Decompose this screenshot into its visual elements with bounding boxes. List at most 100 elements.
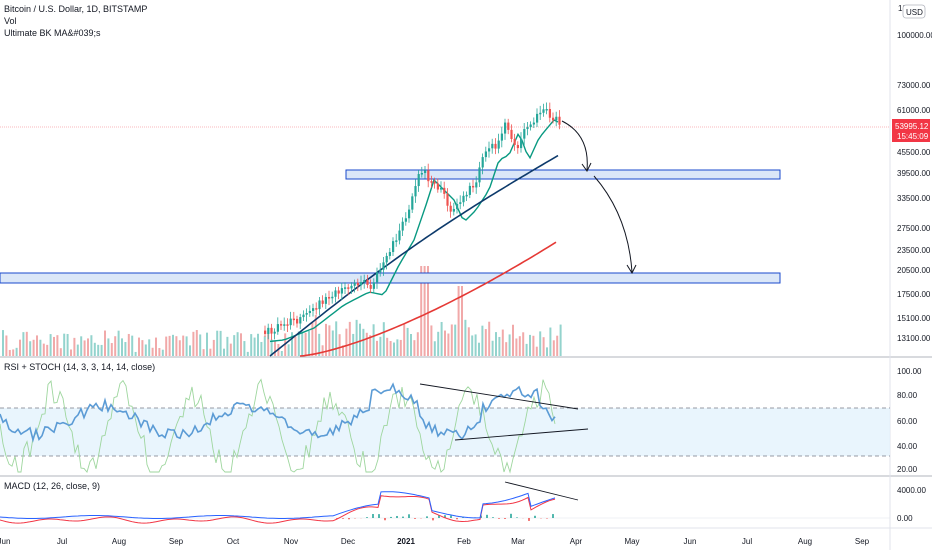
candle-body [299,317,302,324]
candle-body [424,170,427,174]
candle-body [478,167,481,183]
candle-body [379,269,382,273]
rsi-axis-label: 60.00 [897,417,918,426]
volume-bar [199,334,202,356]
candle-body [305,313,308,315]
candle-body [436,183,439,190]
volume-bar [478,342,480,356]
volume-bar [110,343,113,356]
price-axis[interactable]: 100000.00 73000.00 61000.00 45500.00 39500.0… [897,31,932,343]
time-axis-label: Feb [457,537,471,546]
volume-bar [182,335,185,356]
volume-bar [233,335,236,356]
macd-histogram-bar [384,518,386,521]
volume-bar [379,336,382,356]
volume-bar [240,333,242,356]
candle-body [286,324,289,326]
volume-bar [127,333,130,356]
volume-bar [539,331,542,356]
price-axis-label: 100000.00 [897,31,932,40]
ma-fast-line [269,119,559,343]
candle-body [529,124,532,128]
candle-body [398,230,401,241]
volume-bar [423,266,426,356]
macd-histogram-bar [366,517,368,518]
volume-bar [501,329,504,356]
rsi-axis[interactable]: 100.00 80.00 60.00 40.00 20.00 [897,367,922,474]
volume-bar [59,348,62,356]
candle-body [334,290,337,297]
macd-histogram-bar [408,514,410,518]
volume-bar [104,330,106,356]
macd-histogram-bar [438,515,440,518]
candle-body [372,282,375,289]
macd-histogram-bar [504,518,506,519]
stoch-line [0,378,556,474]
volume-bar [219,330,222,356]
support-zone-upper [345,169,781,180]
volume-bar [382,322,385,356]
volume-bar [403,323,406,356]
volume-bar [161,349,164,356]
projection-arrow-2 [593,175,633,273]
volume-bar [22,332,25,356]
candle-body [465,194,468,197]
candle-body [388,252,391,256]
macd-lines [0,481,890,524]
volume-bar [243,341,246,356]
last-price-tag [892,119,930,142]
last-price-countdown: 15:45:09 [897,132,929,141]
candle-body [382,262,385,270]
macd-trendline [504,481,579,501]
candle-body [312,308,315,311]
candle-body [350,285,353,289]
volume-bar [556,335,559,356]
macd-signal-line [0,495,556,524]
candle-body [510,129,513,139]
candle-body [267,327,270,334]
candle-body [558,116,561,125]
volume-bar [546,347,548,356]
price-axis-label: 39500.00 [897,169,931,178]
price-axis-label: 15100.00 [897,314,931,323]
volume-bar [376,340,378,356]
candle-body [363,279,366,283]
volume-bar [144,344,147,356]
time-axis-label: Aug [798,537,812,546]
volume-bar [189,345,191,356]
candle-body [273,331,276,334]
volume-bar [83,340,86,356]
volume-bar [505,342,508,356]
volume-bar [141,340,144,356]
volume-bar [464,319,467,356]
volume-bar [250,334,253,356]
candle-body [340,288,343,294]
macd-histogram-bar [492,517,494,518]
volume-bar [325,323,327,356]
support-zones[interactable] [0,169,781,284]
candle-body [321,300,324,304]
volume-bar [202,349,205,356]
currency-badge[interactable] [902,4,926,19]
time-axis[interactable]: Jun Jul Aug Sep Oct Nov Dec 2021 Feb Mar Apr May Jun… [0,537,870,546]
projection-arrowhead-1 [581,162,592,172]
volume-bar [304,332,307,356]
candle-body [401,221,404,231]
macd-title: MACD (12, 26, close, 9) [4,481,100,491]
volume-bar [399,339,402,356]
candle-body [417,174,420,187]
volume-bar [457,286,460,356]
projection-arrows[interactable] [561,120,637,275]
macd-histogram-bar [390,516,392,518]
candle-body [395,240,398,242]
volume-bar [229,343,232,356]
candle-body [475,182,478,188]
volume-bar [393,342,395,356]
macd-histogram-bar [348,518,350,520]
macd-histogram-bar [456,518,458,520]
macd-axis[interactable]: 4000.00 0.00 [897,486,926,523]
rsi-lines [0,378,589,474]
volume-bar [352,333,355,356]
candle-body [331,296,334,299]
